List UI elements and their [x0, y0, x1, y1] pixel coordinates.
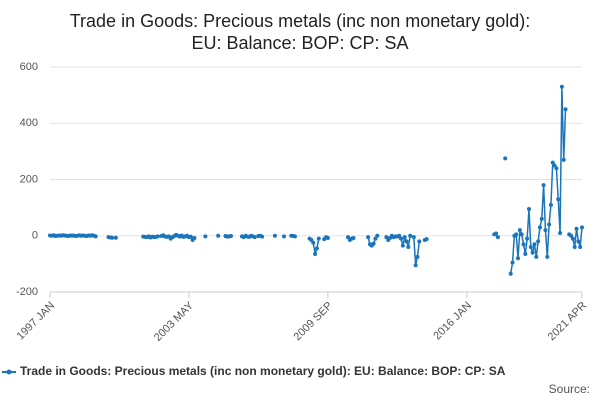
data-point — [260, 234, 265, 239]
data-point — [537, 225, 542, 230]
data-point — [203, 234, 208, 239]
data-point — [574, 226, 579, 231]
data-point — [313, 252, 318, 257]
x-tick-label: 2016 JAN — [431, 300, 474, 343]
data-point — [559, 84, 564, 89]
data-point — [561, 157, 566, 162]
legend-label: Trade in Goods: Precious metals (inc non… — [20, 364, 506, 378]
data-point — [503, 156, 508, 161]
data-point — [113, 235, 118, 240]
data-point — [188, 234, 193, 239]
data-point — [402, 235, 407, 240]
data-point — [539, 216, 544, 221]
data-point — [399, 236, 404, 241]
data-point — [192, 236, 197, 240]
y-tick-label: 600 — [20, 61, 38, 73]
data-point — [408, 233, 413, 238]
data-point — [272, 233, 277, 238]
y-tick-label: 200 — [20, 173, 38, 185]
chart-title: EU: Balance: BOP: CP: SA — [191, 33, 408, 53]
data-point — [514, 232, 519, 237]
series-line — [49, 86, 583, 274]
data-point — [314, 246, 319, 251]
data-point — [525, 236, 530, 241]
data-point — [400, 243, 405, 248]
source: Source: — [549, 382, 590, 396]
data-point — [545, 254, 550, 259]
data-point — [526, 207, 531, 212]
data-point — [534, 254, 539, 259]
data-point — [508, 271, 513, 276]
data-point — [510, 260, 515, 265]
data-point — [228, 234, 233, 239]
legend-marker — [6, 369, 12, 375]
data-point — [536, 239, 541, 244]
data-point — [519, 232, 524, 237]
data-point — [580, 225, 584, 230]
data-point — [155, 234, 160, 239]
data-point — [494, 231, 499, 236]
data-point — [366, 235, 371, 240]
data-point — [516, 256, 521, 261]
data-point — [216, 233, 221, 238]
data-point — [325, 236, 330, 240]
data-point — [371, 241, 376, 246]
data-point — [543, 228, 548, 233]
data-point — [93, 234, 98, 239]
data-point — [558, 230, 563, 235]
data-point — [316, 236, 321, 241]
data-point — [282, 234, 287, 239]
x-tick-label: 2021 APR — [546, 300, 590, 344]
data-point — [252, 235, 257, 240]
data-point — [556, 197, 561, 202]
data-point — [523, 252, 528, 257]
data-point — [530, 250, 535, 255]
x-tick-label: 1997 JAN — [15, 300, 58, 343]
data-point — [406, 245, 411, 249]
x-tick-label: 2009 SEP — [292, 300, 336, 344]
data-point — [417, 239, 422, 244]
chart-title: Trade in Goods: Precious metals (inc non… — [70, 11, 531, 31]
data-point — [554, 166, 559, 171]
y-tick-label: 0 — [32, 230, 38, 242]
data-point — [578, 245, 583, 249]
data-point — [528, 245, 533, 249]
data-point — [413, 263, 418, 268]
data-point — [541, 183, 546, 188]
y-tick-label: -200 — [16, 286, 38, 298]
data-point — [351, 236, 356, 240]
data-point — [495, 235, 500, 240]
data-point — [424, 237, 429, 242]
data-point — [572, 245, 577, 249]
data-point — [517, 228, 522, 233]
data-point — [563, 107, 568, 112]
y-tick-label: 400 — [20, 117, 38, 129]
data-point — [521, 242, 526, 247]
data-point — [411, 235, 416, 240]
data-point — [110, 235, 115, 240]
data-point — [292, 234, 297, 239]
data-point — [311, 240, 316, 245]
data-point — [375, 233, 380, 238]
data-point — [547, 222, 552, 227]
data-point — [548, 202, 553, 207]
x-tick-label: 2003 MAY — [152, 299, 197, 344]
data-point — [570, 236, 575, 241]
data-point — [532, 242, 537, 247]
data-point — [415, 254, 420, 259]
data-point — [404, 239, 409, 244]
data-point — [576, 239, 581, 244]
